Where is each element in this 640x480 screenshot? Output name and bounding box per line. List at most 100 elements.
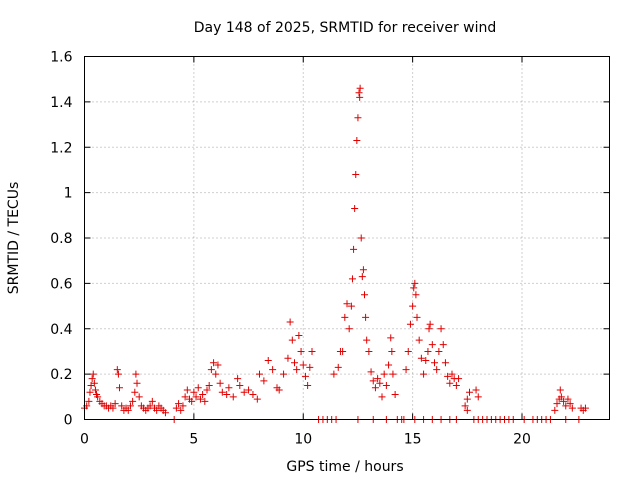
data-point: [472, 386, 480, 394]
data-point: [367, 368, 375, 376]
data-point: [207, 366, 215, 374]
data-point: [353, 136, 361, 144]
y-tick-label: 0.8: [50, 231, 72, 247]
data-point: [111, 400, 119, 408]
data-point: [229, 393, 237, 401]
data-point: [118, 402, 126, 410]
y-tick-label: 0.2: [50, 367, 72, 383]
data-point: [131, 388, 139, 396]
data-point: [218, 388, 226, 396]
data-point: [357, 234, 365, 242]
data-point: [358, 273, 366, 281]
data-point: [286, 318, 294, 326]
data-point: [343, 300, 351, 308]
data-point: [402, 366, 410, 374]
data-point: [388, 347, 396, 355]
data-point: [566, 400, 574, 408]
data-point: [132, 370, 140, 378]
data-point: [362, 313, 370, 321]
data-point: [369, 377, 377, 385]
axis-ticks: 0 5 10 15 20 0 0.2 0.4 0.6 0.8 1 1.2 1.4 1.6: [50, 50, 610, 448]
data-point: [88, 375, 96, 383]
data-point: [91, 386, 99, 394]
data-point: [234, 375, 242, 383]
data-point: [341, 313, 349, 321]
data-point: [354, 114, 362, 122]
data-point: [385, 361, 393, 369]
data-point: [347, 302, 355, 310]
data-point: [352, 170, 360, 178]
data-point: [293, 366, 301, 374]
data-point: [192, 393, 200, 401]
data-point: [210, 359, 218, 367]
data-point: [371, 384, 379, 392]
y-tick-label: 0: [64, 413, 73, 429]
data-point: [356, 84, 364, 92]
data-point: [387, 334, 395, 342]
data-point: [415, 336, 423, 344]
data-point: [203, 386, 211, 394]
data-point: [161, 409, 169, 417]
y-tick-label: 0.6: [50, 276, 72, 292]
data-point: [466, 388, 473, 396]
data-point: [153, 406, 161, 414]
x-tick-label: 15: [404, 432, 422, 448]
data-point: [461, 402, 469, 410]
y-axis-label: SRMTID / TECUs: [6, 182, 22, 295]
data-point: [109, 404, 117, 412]
data-point: [124, 406, 132, 414]
data-point: [348, 275, 356, 283]
data-point: [417, 354, 425, 362]
data-point: [225, 384, 233, 392]
data-point: [446, 379, 454, 387]
data-point: [365, 347, 373, 355]
data-point: [205, 381, 213, 389]
data-point: [116, 384, 123, 392]
grid-lines: [84, 56, 610, 420]
plot-frame: [84, 56, 610, 420]
data-point: [299, 361, 307, 369]
data-point: [90, 379, 98, 387]
data-point: [146, 402, 154, 410]
data-point: [363, 336, 371, 344]
data-point: [391, 391, 399, 399]
data-point: [426, 320, 434, 328]
data-point: [240, 388, 248, 396]
data-point: [301, 372, 309, 380]
data-point: [410, 284, 418, 292]
data-point: [256, 370, 263, 378]
data-point: [249, 391, 257, 399]
data-point: [413, 313, 421, 321]
data-point: [179, 402, 187, 410]
data-point: [560, 397, 568, 405]
data-point: [330, 370, 338, 378]
data-point: [94, 393, 102, 401]
data-point: [389, 370, 397, 378]
data-point: [355, 89, 363, 97]
data-point: [85, 397, 93, 405]
data-point: [356, 93, 364, 101]
data-point: [359, 266, 367, 274]
x-tick-label: 0: [80, 432, 89, 448]
data-point: [196, 395, 204, 403]
data-point: [448, 370, 456, 378]
data-point: [412, 291, 420, 299]
data-point: [350, 245, 358, 253]
data-point: [264, 357, 272, 365]
data-point: [89, 370, 97, 378]
data-point: [284, 354, 292, 362]
y-tick-label: 1: [64, 186, 73, 202]
data-point: [236, 381, 244, 389]
data-point: [135, 393, 143, 401]
data-point: [199, 391, 207, 399]
data-point: [422, 357, 430, 365]
data-point: [424, 347, 432, 355]
data-point: [420, 370, 428, 378]
data-point: [404, 347, 412, 355]
data-point: [557, 393, 565, 401]
data-point: [378, 393, 386, 401]
data-point: [433, 366, 441, 374]
data-point: [308, 347, 316, 355]
data-point: [551, 406, 559, 414]
